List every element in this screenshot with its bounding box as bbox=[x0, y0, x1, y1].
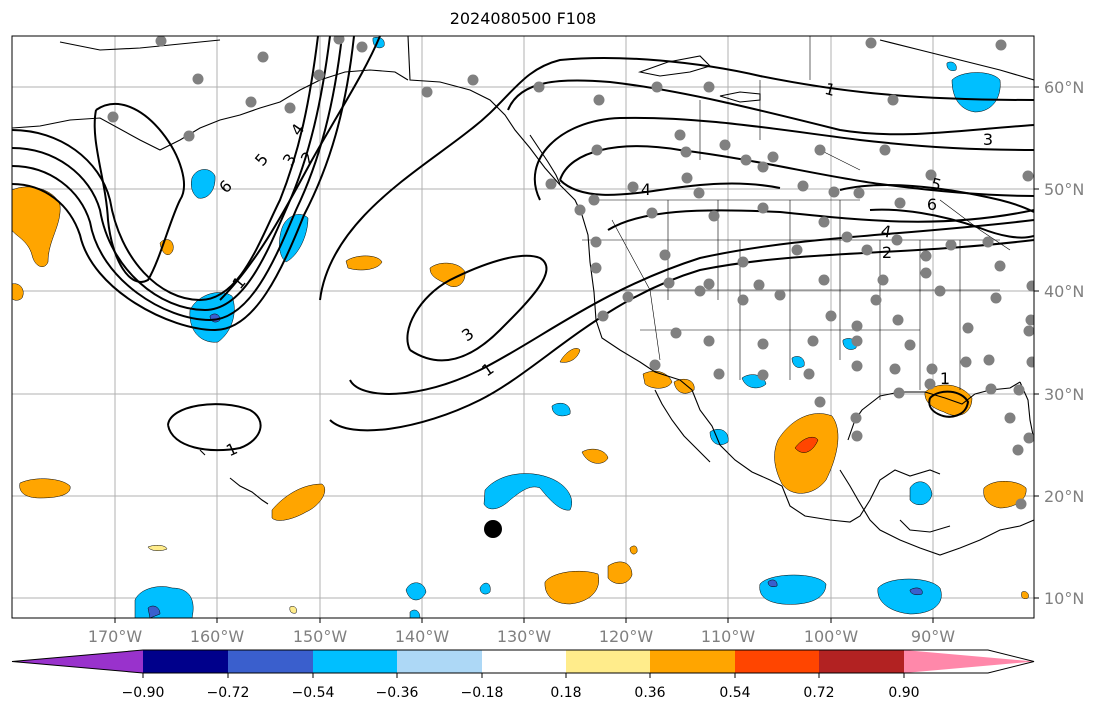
positive-anomaly-blob bbox=[289, 606, 297, 614]
positive-anomaly-blob bbox=[544, 571, 600, 605]
negative-anomaly-blob bbox=[483, 473, 572, 511]
lat-label: 60°N bbox=[1044, 78, 1084, 97]
positive-anomaly-blob bbox=[345, 255, 383, 271]
colorbar-segment bbox=[650, 650, 735, 673]
positive-anomaly-blob bbox=[19, 478, 71, 499]
contour-label: 5 bbox=[929, 174, 944, 195]
positive-anomaly-blob bbox=[429, 262, 466, 288]
lat-label: 10°N bbox=[1044, 589, 1084, 608]
contour-label: 3 bbox=[983, 130, 993, 149]
contour-label: 4 bbox=[879, 221, 892, 241]
colorbar-segment bbox=[566, 650, 650, 673]
colorbar-ticks bbox=[142, 673, 905, 678]
latitude-axis: 60°N 50°N 40°N 30°N 20°N 10°N bbox=[1034, 78, 1084, 608]
lon-label: 160°W bbox=[190, 627, 245, 646]
map-frame bbox=[11, 35, 1035, 619]
positive-anomaly-blob bbox=[12, 186, 61, 267]
storm-center-marker bbox=[484, 520, 502, 538]
negative-anomaly-blob bbox=[191, 169, 216, 199]
negative-anomaly-blob bbox=[791, 356, 805, 368]
shaded-anomalies bbox=[12, 37, 1029, 618]
positive-anomaly-blob bbox=[629, 545, 638, 555]
negative-anomaly-blob bbox=[405, 582, 427, 601]
lon-label: 110°W bbox=[701, 627, 756, 646]
negative-anomaly-blob bbox=[909, 481, 933, 506]
colorbar-segment bbox=[313, 650, 397, 673]
negative-anomaly-blob bbox=[946, 61, 957, 71]
negative-anomaly-blob bbox=[409, 609, 421, 618]
lat-label: 30°N bbox=[1044, 385, 1084, 404]
contour-lines bbox=[12, 36, 1034, 452]
contour-label: 4 bbox=[641, 180, 651, 199]
colorbar-segment bbox=[819, 650, 904, 673]
positive-anomaly-blob bbox=[559, 348, 581, 363]
colorbar-segments bbox=[11, 649, 1035, 674]
strong-negative-anomaly bbox=[147, 605, 161, 618]
colorbar-tick-label: 0.36 bbox=[634, 685, 665, 701]
colorbar-segment bbox=[904, 650, 1034, 673]
lat-label: 50°N bbox=[1044, 180, 1084, 199]
strong-negative-anomaly bbox=[767, 579, 778, 588]
colorbar-segment bbox=[12, 650, 143, 673]
colorbar-tick-label: 0.90 bbox=[888, 685, 919, 701]
colorbar: −0.90 −0.72 −0.54 −0.36 −0.18 0.18 0.36 … bbox=[11, 649, 1035, 701]
colorbar-tick-label: −0.90 bbox=[122, 685, 165, 701]
positive-anomaly-blob bbox=[12, 283, 24, 301]
positive-anomaly-blob bbox=[607, 561, 633, 584]
contour-label: 1 bbox=[940, 369, 950, 388]
colorbar-tick-label: 0.54 bbox=[719, 685, 750, 701]
negative-anomaly-blob bbox=[877, 578, 942, 615]
colorbar-tick-label: −0.18 bbox=[461, 685, 504, 701]
lon-label: 120°W bbox=[599, 627, 654, 646]
positive-anomaly-blob bbox=[271, 483, 326, 521]
map-title: 2024080500 F108 bbox=[449, 9, 597, 28]
positive-anomaly-blob bbox=[673, 379, 695, 394]
negative-anomaly-blob bbox=[551, 403, 571, 417]
negative-anomaly-blob bbox=[134, 586, 194, 618]
colorbar-segment bbox=[735, 650, 819, 673]
negative-anomaly-blob bbox=[951, 72, 1001, 113]
strong-negative-anomaly bbox=[909, 587, 923, 596]
contour-label: 1 bbox=[823, 79, 838, 100]
colorbar-tick-label: −0.36 bbox=[376, 685, 419, 701]
observation-stations bbox=[107, 36, 1034, 510]
lat-label: 40°N bbox=[1044, 282, 1084, 301]
positive-anomaly-blob bbox=[774, 413, 839, 494]
contour-label: 6 bbox=[927, 195, 937, 214]
lon-label: 140°W bbox=[395, 627, 450, 646]
lon-label: 100°W bbox=[804, 627, 859, 646]
colorbar-tick-label: −0.72 bbox=[207, 685, 250, 701]
lon-label: 170°W bbox=[88, 627, 143, 646]
strong-positive-anomaly bbox=[794, 437, 819, 453]
lon-label: 130°W bbox=[497, 627, 552, 646]
longitude-axis: 170°W 160°W 150°W 140°W 130°W 120°W 110°… bbox=[88, 618, 955, 646]
lon-label: 90°W bbox=[911, 627, 955, 646]
lat-label: 20°N bbox=[1044, 487, 1084, 506]
colorbar-tick-label: 0.72 bbox=[803, 685, 834, 701]
contour-label: 2 bbox=[882, 243, 892, 262]
positive-anomaly-blob bbox=[581, 448, 609, 464]
colorbar-tick-label: 0.18 bbox=[550, 685, 581, 701]
gridlines bbox=[12, 36, 1034, 618]
colorbar-segment bbox=[228, 650, 313, 673]
colorbar-segment bbox=[397, 650, 482, 673]
colorbar-tick-label: −0.54 bbox=[292, 685, 335, 701]
negative-anomaly-blob bbox=[479, 582, 491, 595]
colorbar-segment bbox=[482, 650, 566, 673]
positive-anomaly-blob bbox=[1021, 591, 1029, 599]
colorbar-tick-labels: −0.90 −0.72 −0.54 −0.36 −0.18 0.18 0.36 … bbox=[122, 685, 920, 701]
colorbar-segment bbox=[143, 650, 228, 673]
lon-label: 150°W bbox=[293, 627, 348, 646]
positive-anomaly-blob bbox=[147, 545, 168, 551]
